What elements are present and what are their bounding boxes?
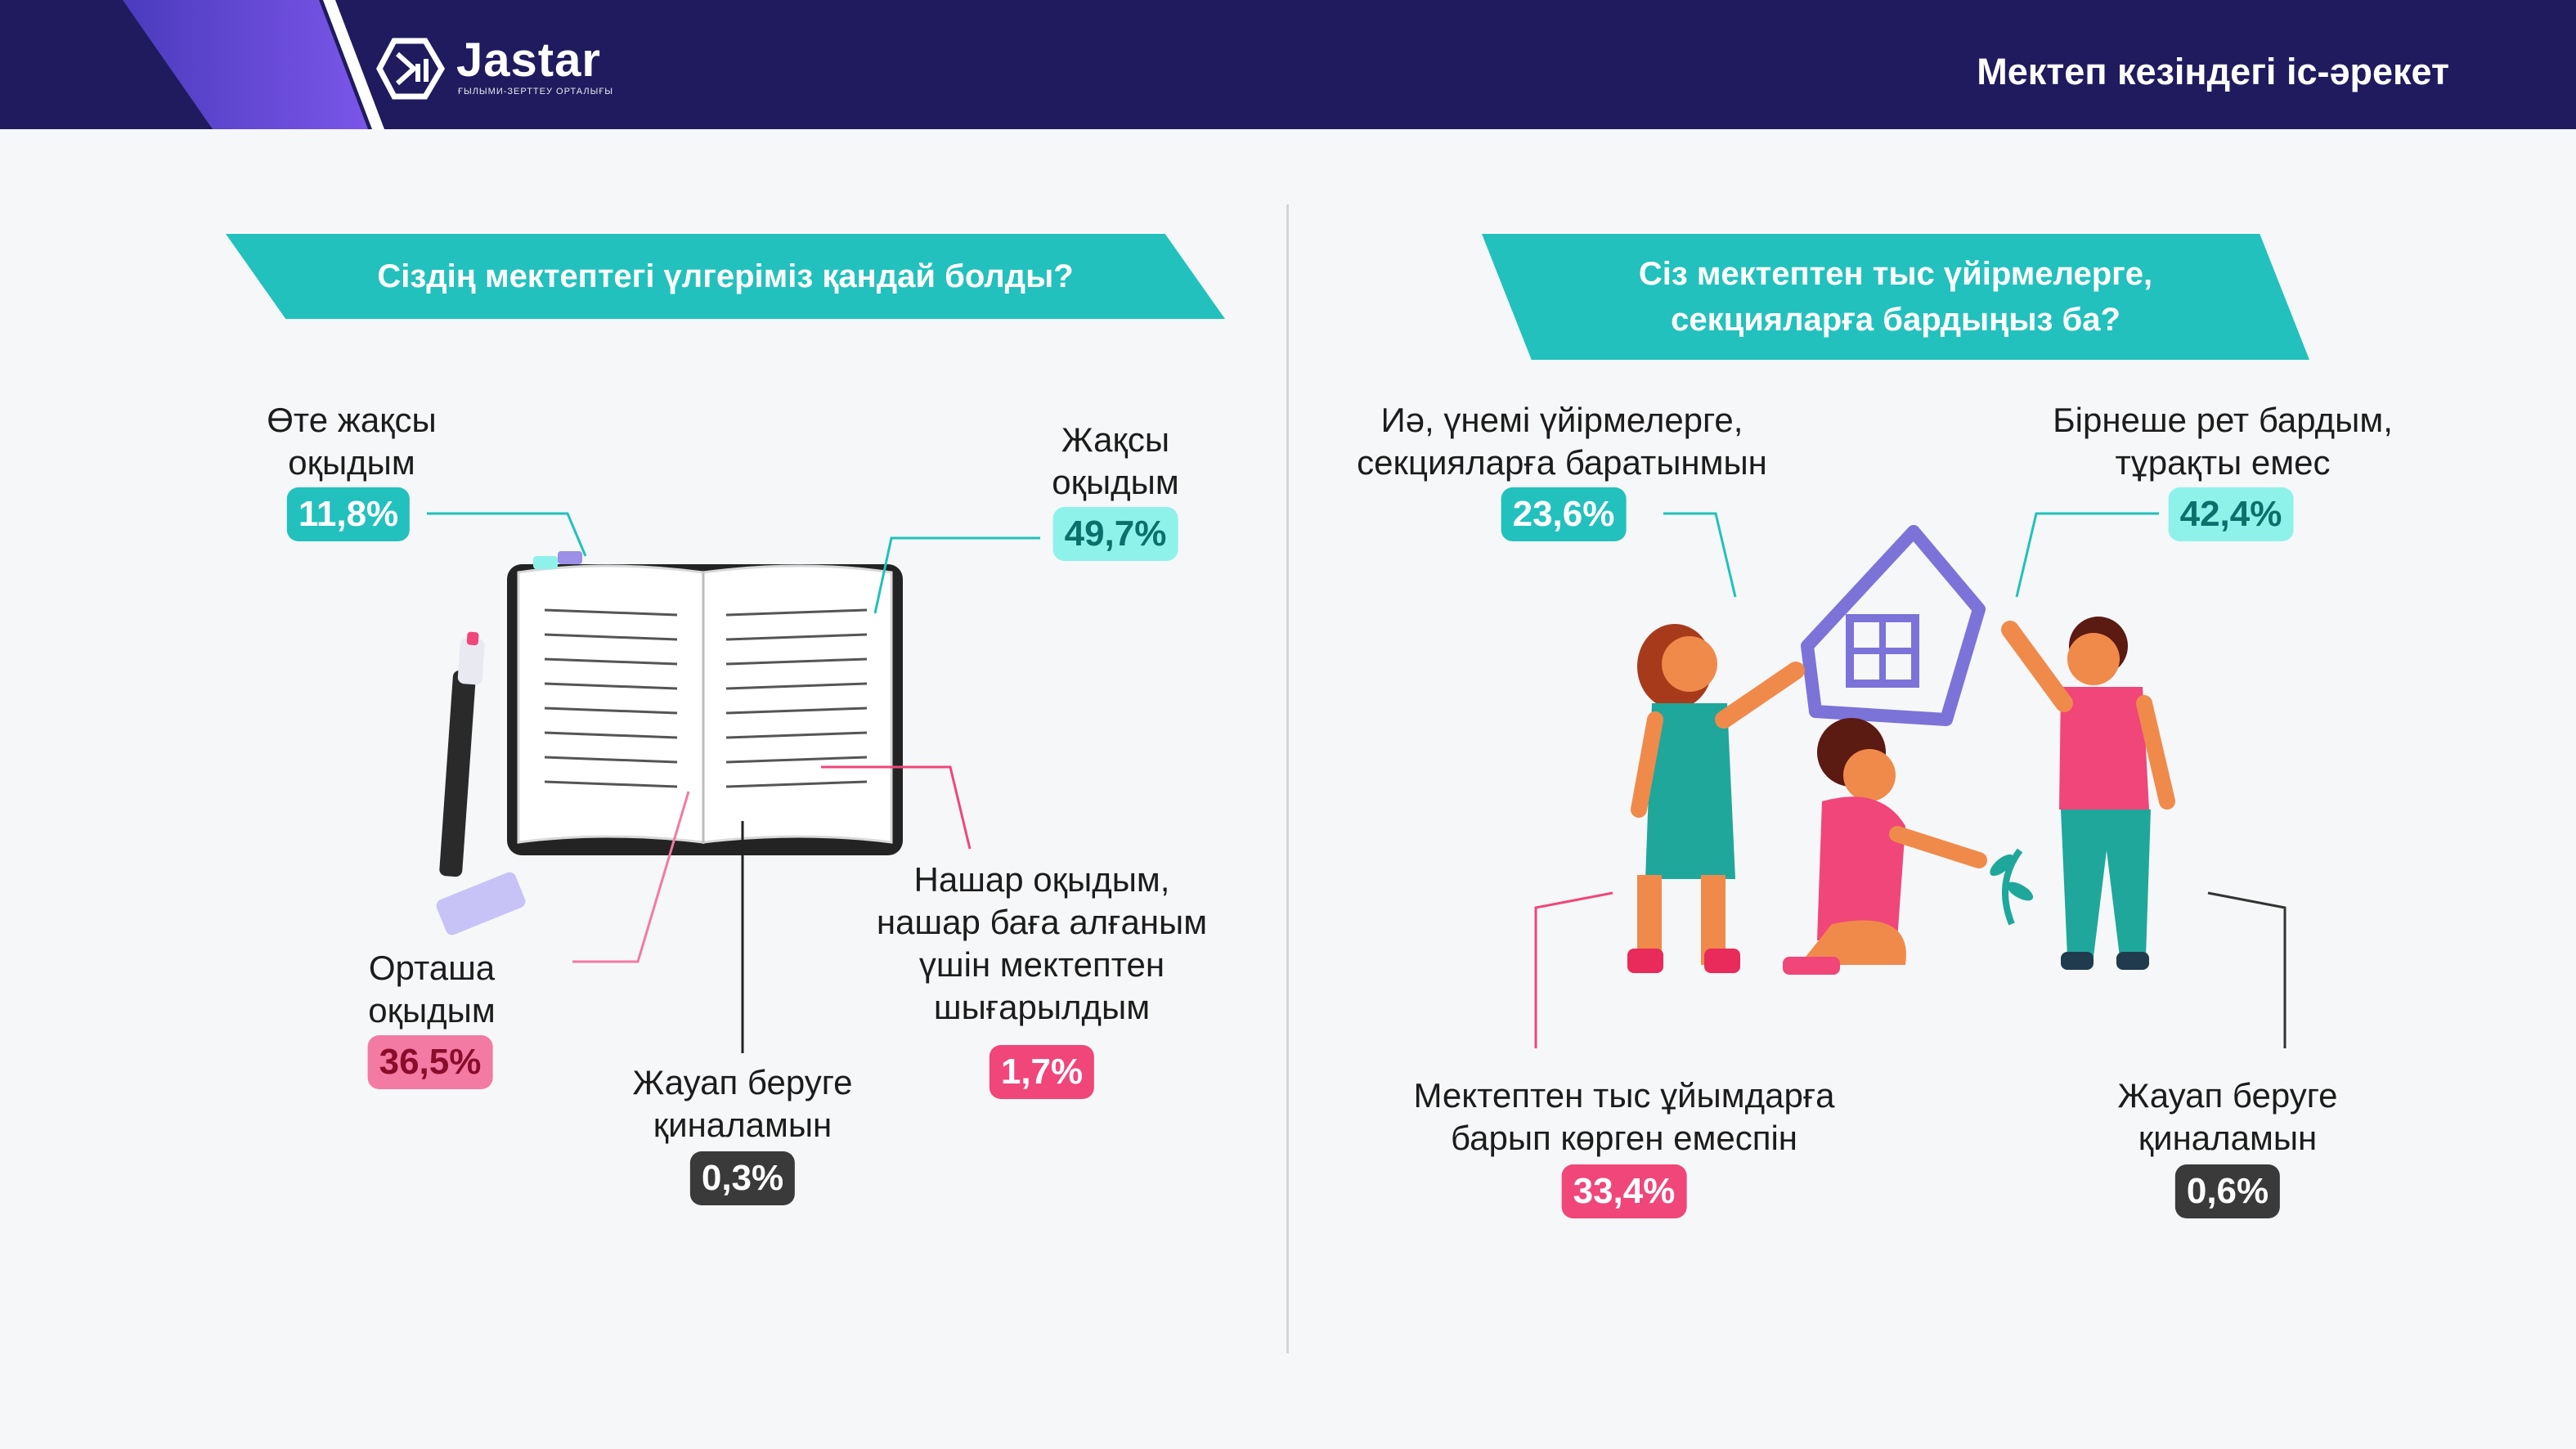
- left-question-banner: Сіздің мектептегі үлгеріміз қандай болды…: [226, 234, 1225, 319]
- answer-no-answer-left-label: Жауап беруге қиналамын: [632, 1061, 852, 1146]
- leader-line-poor: [821, 765, 972, 850]
- children-drawing-house-illustration: [1627, 525, 2175, 975]
- answer-poor-line4: шығарылдым: [933, 988, 1151, 1026]
- left-question-text: Сіздің мектептегі үлгеріміз қандай болды…: [377, 258, 1074, 294]
- answer-poor-line2: нашар баға алғаным: [876, 903, 1208, 941]
- section-divider: [1286, 204, 1289, 1353]
- answer-never-line2: барып көрген емеспін: [1451, 1119, 1797, 1157]
- logo-wordmark: Jastar: [456, 34, 601, 87]
- answer-no-answer-right-label: Жауап беруге қиналамын: [2117, 1074, 2337, 1160]
- answer-never-line1: Мектептен тыс ұйымдарға: [1413, 1076, 1835, 1115]
- answer-no-answer-left-line2: қиналамын: [653, 1106, 832, 1144]
- header-bar: [0, 0, 2576, 129]
- page-title: Мектеп кезіндегі іс-әрекет: [1977, 51, 2449, 92]
- right-question-banner: Сіз мектептен тыс үйірмелерге, секциялар…: [1482, 234, 2309, 360]
- answer-always-value: 23,6%: [1501, 487, 1627, 541]
- eraser-illustration: [436, 872, 526, 935]
- answer-good-value: 49,7%: [1052, 507, 1178, 561]
- leader-line-never: [1534, 891, 1613, 1048]
- answer-excellent-value: 11,8%: [286, 487, 411, 541]
- pen-illustration: [439, 631, 485, 877]
- answer-several-times-value: 42,4%: [2168, 487, 2294, 541]
- right-question-line1: Сіз мектептен тыс үйірмелерге,: [1638, 256, 2153, 292]
- answer-several-times-line2: тұрақты емес: [2115, 443, 2331, 482]
- right-question-line2: секцияларға бардыңыз ба?: [1671, 302, 2120, 338]
- answer-average-line1: Орташа: [368, 949, 496, 987]
- answer-average-value: 36,5%: [367, 1035, 493, 1089]
- answer-several-times-label: Бірнеше рет бардым, тұрақты емес: [2053, 399, 2393, 484]
- answer-always-line2: секцияларға баратынмын: [1357, 443, 1767, 482]
- leader-line-no-answer-right: [2207, 891, 2287, 1048]
- answer-no-answer-right-value: 0,6%: [2174, 1164, 2281, 1218]
- answer-no-answer-left-line1: Жауап беруге: [632, 1063, 853, 1101]
- answer-no-answer-left-value: 0,3%: [689, 1151, 796, 1205]
- answer-good-line1: Жақсы: [1061, 420, 1170, 459]
- answer-never-label: Мектептен тыс ұйымдарға барып көрген еме…: [1413, 1074, 1834, 1160]
- answer-always-label: Иә, үнемі үйірмелерге, секцияларға барат…: [1357, 399, 1767, 484]
- leader-line-average: [572, 791, 690, 963]
- logo-subtitle: ҒЫЛЫМИ-ЗЕРТТЕУ ОРТАЛЫҒЫ: [458, 87, 614, 96]
- answer-poor-label: Нашар оқыдым, нашар баға алғаным үшін ме…: [877, 859, 1207, 1029]
- answer-good-line2: оқыдым: [1052, 463, 1179, 501]
- answer-poor-line1: Нашар оқыдым,: [913, 860, 1170, 899]
- answer-average-label: Орташа оқыдым: [368, 947, 496, 1032]
- answer-always-line1: Иә, үнемі үйірмелерге,: [1380, 401, 1744, 439]
- answer-no-answer-right-line2: қиналамын: [2138, 1119, 2318, 1157]
- answer-good-label: Жақсы оқыдым: [1052, 419, 1179, 504]
- leader-line-several-times: [2015, 512, 2159, 598]
- answer-poor-value: 1,7%: [989, 1045, 1095, 1099]
- answer-poor-line3: үшін мектептен: [918, 945, 1165, 984]
- answer-several-times-line1: Бірнеше рет бардым,: [2053, 401, 2393, 439]
- answer-average-line2: оқыдым: [368, 991, 496, 1030]
- answer-excellent-line2: оқыдым: [288, 443, 415, 482]
- header-accent-stripe: [123, 0, 384, 129]
- answer-excellent-label: Өте жақсы оқыдым: [267, 399, 436, 484]
- answer-no-answer-right-line1: Жауап беруге: [2117, 1076, 2338, 1115]
- jastar-logo-icon: [376, 38, 446, 100]
- open-book-illustration: [507, 551, 903, 855]
- answer-never-value: 33,4%: [1561, 1164, 1687, 1218]
- leader-line-excellent: [427, 512, 587, 557]
- leader-line-always: [1663, 512, 1737, 598]
- answer-excellent-line1: Өте жақсы: [267, 401, 437, 439]
- leader-line-good: [873, 536, 1040, 614]
